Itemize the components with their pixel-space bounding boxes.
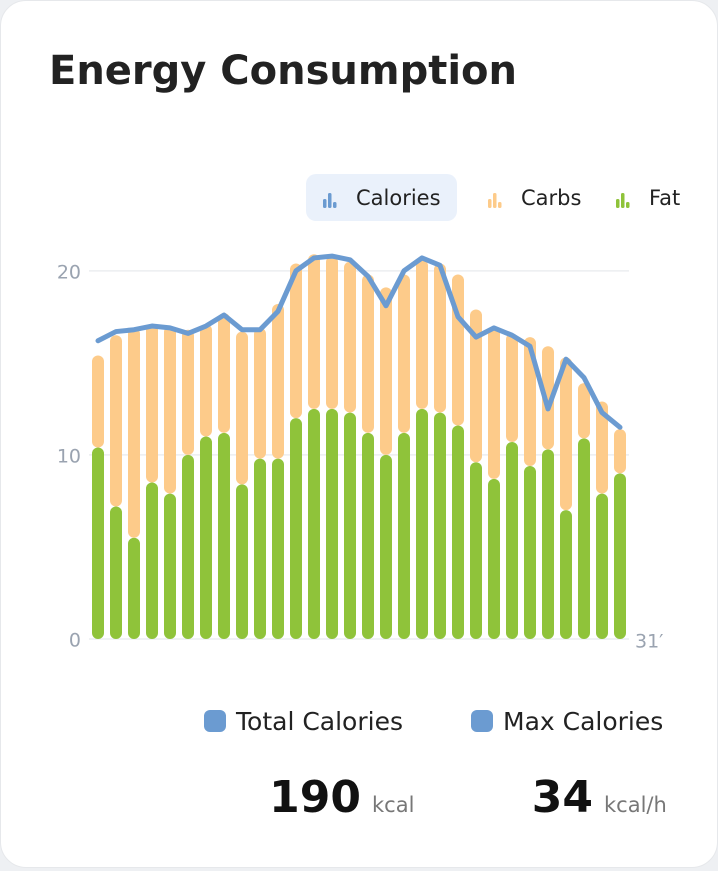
bar [470,309,482,463]
bar [506,333,518,443]
bar [488,326,500,479]
bar [416,408,428,639]
bar [110,506,122,639]
bar [326,256,338,409]
bar [344,412,356,639]
bar [128,327,140,538]
summary-value: 190 [269,772,361,823]
legend-icon [333,202,337,208]
bar [380,454,392,639]
bar [236,331,248,485]
bar [290,263,302,419]
bar [416,259,428,409]
legend-label: Calories [356,186,441,210]
legend-icon [488,199,492,208]
bar [614,473,626,639]
bar [128,537,140,639]
bar [272,303,284,459]
bar [218,313,230,433]
summary-label: Total Calories [235,707,403,736]
bar [182,329,194,455]
bar [434,412,446,639]
bar [506,442,518,639]
bar [308,408,320,639]
bar [362,274,374,433]
y-tick-label: 10 [57,445,81,467]
bar [614,429,626,474]
y-tick-label: 20 [57,261,81,283]
bar [560,510,572,639]
bar [362,432,374,639]
bar [542,449,554,639]
bar [254,458,266,639]
bar [92,447,104,639]
bar [596,401,608,494]
bar [380,287,392,455]
bar [488,478,500,639]
legend-icon [498,202,502,208]
bar [398,274,410,433]
bar [452,274,464,426]
legend-icon [323,199,327,208]
legend-icon [616,199,620,208]
bar [596,493,608,639]
chart-title: Energy Consumption [49,48,517,94]
bar [146,482,158,639]
legend-icon [328,193,332,208]
bar [110,335,122,507]
legend-label: Fat [649,186,680,210]
bar [434,263,446,413]
legend-icon [621,193,625,208]
line [95,253,623,430]
x-end-label: 31′ [635,631,664,653]
bar [200,436,212,639]
bar [290,418,302,639]
y-tick-label: 0 [69,630,81,652]
bar [164,493,176,639]
summary-value: 34 [532,772,593,823]
bar [542,346,554,450]
bar [254,327,266,459]
legend-item[interactable]: Fat [616,186,680,210]
bar [452,425,464,639]
summary-swatch [204,710,226,732]
bar [344,261,356,413]
bar [578,383,590,439]
bar [524,465,536,639]
bar [272,458,284,639]
bar [398,432,410,639]
bar [560,357,572,511]
bar [164,326,176,494]
bar [182,454,194,639]
bar [524,337,536,466]
summary-label: Max Calories [503,707,663,736]
legend-icon [493,193,497,208]
bar [92,355,104,448]
legend-item[interactable]: Carbs [488,186,581,210]
legend-item[interactable]: Calories [306,174,457,221]
bar [236,484,248,639]
bar [308,254,320,409]
bar [470,462,482,639]
summary-unit: kcal [372,793,414,817]
summary-swatch [471,710,493,732]
legend-label: Carbs [521,186,581,210]
bar [218,432,230,639]
legend-selected-bg [306,174,457,221]
bar [578,438,590,639]
bar [146,324,158,483]
legend-icon [626,202,630,208]
bar [326,408,338,639]
summary-unit: kcal/h [604,793,667,817]
bar [200,324,212,437]
